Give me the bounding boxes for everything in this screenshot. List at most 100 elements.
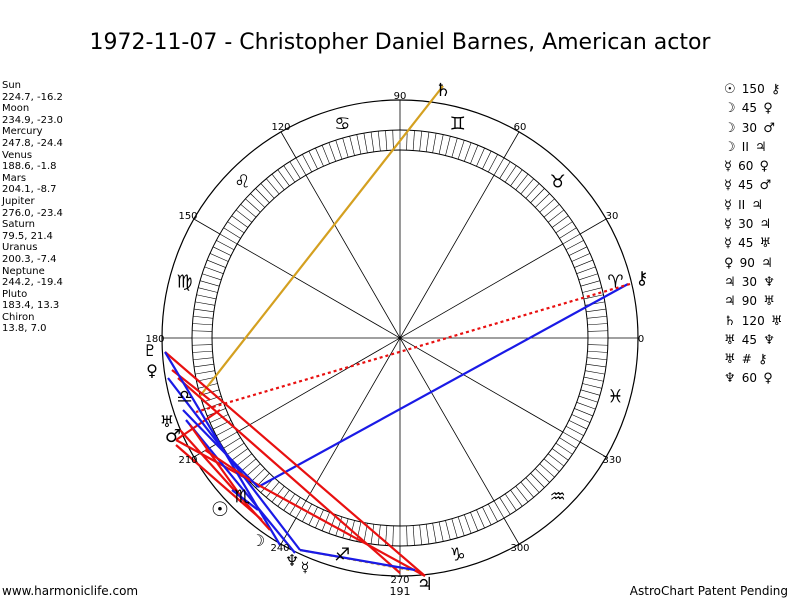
aspect-line — [204, 449, 251, 481]
ring-tick — [586, 308, 607, 313]
ring-tick — [580, 280, 601, 287]
aspect-angle: II — [738, 197, 746, 212]
saturn-icon: ♄ — [435, 80, 451, 101]
ring-tick — [559, 437, 577, 449]
ring-tick — [328, 514, 336, 534]
ring-tick — [209, 414, 229, 423]
aspect-line — [185, 419, 296, 554]
aspect-planet2-icon: ♅ — [759, 236, 772, 252]
zodiac-sign-icon: ♋ — [334, 114, 350, 135]
ring-tick — [370, 131, 375, 152]
ring-tick — [493, 157, 505, 176]
aspect-line — [257, 283, 629, 488]
ring-tick — [202, 273, 222, 281]
chiron-icon: ⚷ — [635, 268, 648, 289]
ring-tick — [445, 520, 451, 540]
ring-tick — [193, 315, 214, 319]
ring-tick — [308, 150, 318, 170]
aspect-planet1-icon: ☿ — [724, 236, 732, 252]
ring-tick — [476, 509, 485, 529]
ring-tick — [451, 518, 458, 539]
ring-tick — [250, 193, 265, 208]
zodiac-sign-icon: ♓ — [607, 387, 623, 408]
ring-tick — [195, 301, 215, 306]
ring-tick — [231, 448, 249, 461]
aspect-row: ♆ 60 ♀ — [724, 369, 783, 388]
zodiac-sign-icon: ♌ — [234, 171, 250, 192]
aspect-row: ☿ II ♃ — [724, 196, 783, 215]
ring-tick — [419, 131, 423, 152]
ring-tick — [219, 233, 238, 245]
ring-tick — [195, 370, 215, 375]
aspect-angle: 45 — [741, 332, 758, 347]
footer-website[interactable]: www.harmoniclife.com — [2, 584, 139, 598]
ring-tick — [582, 383, 602, 389]
ring-tick — [499, 161, 511, 179]
ring-tick — [240, 458, 257, 472]
aspect-planet1-icon: ☿ — [724, 197, 732, 213]
ring-tick — [204, 266, 224, 274]
aspect-line — [167, 377, 301, 551]
aspect-row: ☿ 45 ♅ — [724, 234, 783, 253]
ring-tick — [302, 154, 313, 173]
aspect-planet2-icon: ♃ — [755, 139, 767, 155]
aspect-row: ♃ 30 ♆ — [724, 273, 783, 292]
ring-tick — [196, 294, 217, 300]
aspect-planet2-icon: ♆ — [763, 274, 775, 290]
aspect-planet1-icon: ☉ — [724, 82, 736, 97]
moon-icon: ☽ — [251, 531, 265, 550]
footer-patent: AstroChart Patent Pending — [629, 584, 788, 598]
ring-tick — [289, 161, 301, 179]
aspect-angle: 120 — [741, 313, 765, 328]
ring-tick — [578, 273, 598, 281]
aspect-line — [175, 444, 263, 521]
ring-tick — [231, 215, 249, 228]
sign-divider — [280, 131, 297, 159]
jupiter-icon: ♃ — [417, 574, 433, 595]
planet-coords-chiron: 13.8, 7.0 — [2, 323, 47, 335]
ring-tick — [535, 193, 550, 208]
ring-tick — [277, 169, 290, 187]
ring-tick — [562, 431, 581, 443]
ring-tick — [425, 524, 430, 545]
degree-label: 180 — [145, 334, 164, 345]
aspect-planet2-icon: ⚷ — [770, 82, 781, 97]
aspect-row: ☽ 45 ♀ — [724, 99, 783, 118]
pluto-icon: ♇ — [143, 341, 157, 360]
zodiac-sign-icon: ♑ — [450, 544, 466, 565]
degree-label: 330 — [602, 455, 621, 466]
ring-tick — [321, 145, 330, 164]
ring-tick — [349, 136, 355, 156]
aspect-planet2-icon: ♂ — [759, 178, 772, 194]
aspect-angle: II — [741, 139, 749, 154]
ring-tick — [487, 154, 498, 173]
aspect-angle: 150 — [741, 82, 765, 96]
ring-tick — [464, 514, 472, 534]
ring-tick — [535, 468, 550, 483]
ring-tick — [356, 134, 362, 155]
aspect-line — [189, 424, 241, 496]
zodiac-sign-icon: ♒ — [550, 487, 566, 508]
ring-tick — [199, 280, 220, 287]
aspect-list: ☉ 150 ⚷ ☽ 45 ♀ ☽ 30 ♂ ☽ II ♃ ☿ 60 ♀ ☿ 45 ♂ ☿ I… — [724, 80, 783, 389]
sign-divider — [503, 131, 520, 159]
ring-tick — [412, 130, 415, 151]
zodiac-sign-icon: ♐ — [334, 544, 350, 565]
ring-tick — [476, 147, 485, 167]
ring-tick — [216, 240, 235, 251]
aspect-planet1-icon: ☽ — [724, 139, 736, 155]
planet-coords-venus: 188.6, -1.8 — [2, 161, 57, 173]
aspect-planet1-icon: ♀ — [724, 255, 734, 271]
ring-tick — [212, 246, 232, 256]
aspect-planet2-icon: ♅ — [763, 294, 775, 310]
degree-label: 90 — [394, 91, 407, 102]
ring-tick — [482, 506, 492, 526]
ring-tick — [504, 493, 517, 511]
ring-tick — [543, 204, 560, 218]
aspect-angle: 45 — [738, 236, 754, 251]
aspect-planet1-icon: ☽ — [724, 120, 736, 136]
ring-tick — [207, 259, 226, 268]
planet-name-mars: Mars — [2, 172, 27, 184]
aspect-line — [177, 377, 401, 574]
zodiac-sign-icon: ♉ — [550, 171, 566, 192]
